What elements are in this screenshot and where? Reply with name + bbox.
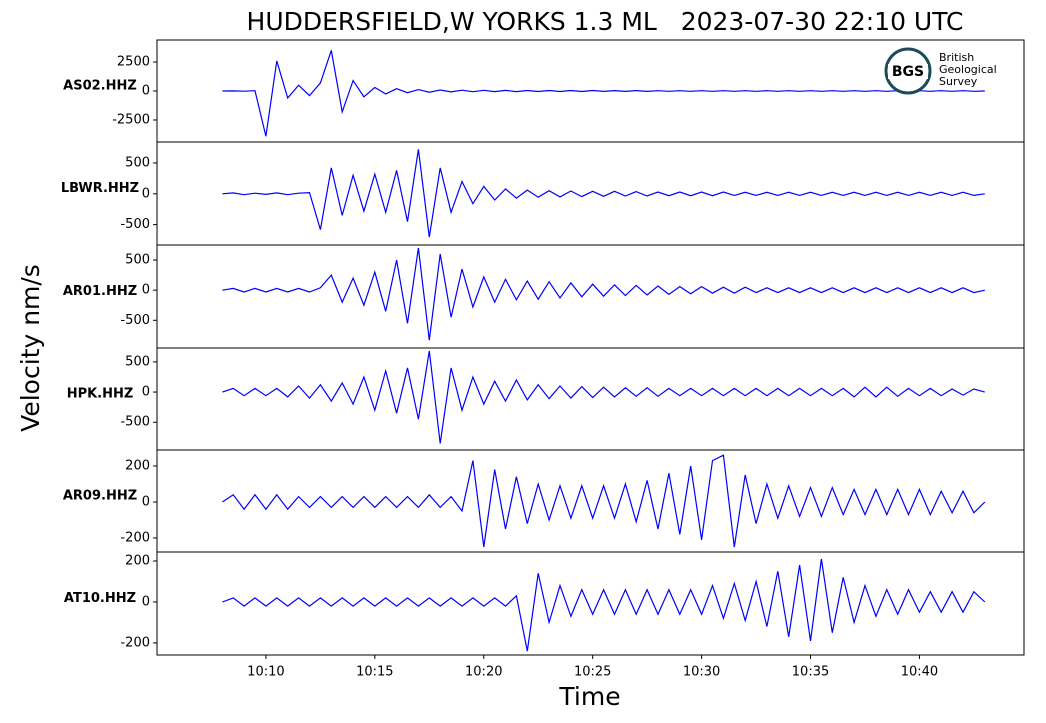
trace	[222, 558, 986, 652]
panel-frame	[156, 347, 1025, 451]
station-label: HPK.HHZ	[67, 387, 134, 402]
panel-frame	[156, 244, 1025, 349]
y-tick-label: 0	[142, 385, 150, 400]
x-tick-label: 10:30	[683, 665, 720, 680]
x-tick-label: 10:15	[356, 665, 393, 680]
x-tick-label: 10:40	[901, 665, 938, 680]
y-tick-label: -500	[120, 217, 150, 232]
panel-frame	[156, 551, 1025, 656]
x-tick-label: 10:35	[792, 665, 829, 680]
logo-text: British	[939, 51, 974, 64]
y-tick-label: -500	[120, 415, 150, 430]
y-axis-label: Velocity nm/s	[16, 264, 45, 432]
station-label: AR09.HHZ	[63, 489, 137, 504]
y-tick-label: 2500	[117, 55, 150, 70]
x-axis-label: Time	[558, 682, 620, 711]
trace	[222, 454, 986, 548]
station-label: AR01.HHZ	[63, 284, 137, 299]
y-tick-label: -200	[120, 530, 150, 545]
y-tick-label: 500	[125, 253, 150, 268]
chart-title: HUDDERSFIELD,W YORKS 1.3 ML 2023-07-30 2…	[247, 7, 964, 36]
y-tick-label: 200	[125, 459, 150, 474]
logo-text: Geological	[939, 63, 997, 76]
logo-initials: BGS	[892, 64, 924, 80]
x-tick-label: 10:25	[574, 665, 611, 680]
y-tick-label: 0	[142, 283, 150, 298]
y-tick-label: 200	[125, 554, 150, 569]
x-tick-label: 10:10	[247, 665, 284, 680]
y-tick-label: 0	[142, 84, 150, 99]
logo-band	[888, 64, 928, 79]
station-label: AS02.HHZ	[63, 79, 137, 94]
logo-text: Survey	[939, 75, 978, 88]
trace	[222, 149, 985, 238]
trace	[222, 350, 985, 444]
station-label: AT10.HHZ	[64, 591, 136, 606]
y-tick-label: 0	[142, 186, 150, 201]
panel-frame	[156, 449, 1025, 553]
y-tick-label: -2500	[112, 112, 150, 127]
y-tick-label: 0	[142, 594, 150, 609]
y-tick-label: 500	[125, 155, 150, 170]
y-tick-label: 500	[125, 354, 150, 369]
trace	[222, 247, 985, 341]
station-label: LBWR.HHZ	[61, 181, 139, 196]
x-tick-label: 10:20	[465, 665, 502, 680]
y-tick-label: -200	[120, 635, 150, 650]
y-tick-label: 0	[142, 494, 150, 509]
y-tick-label: -500	[120, 313, 150, 328]
trace	[222, 50, 985, 137]
